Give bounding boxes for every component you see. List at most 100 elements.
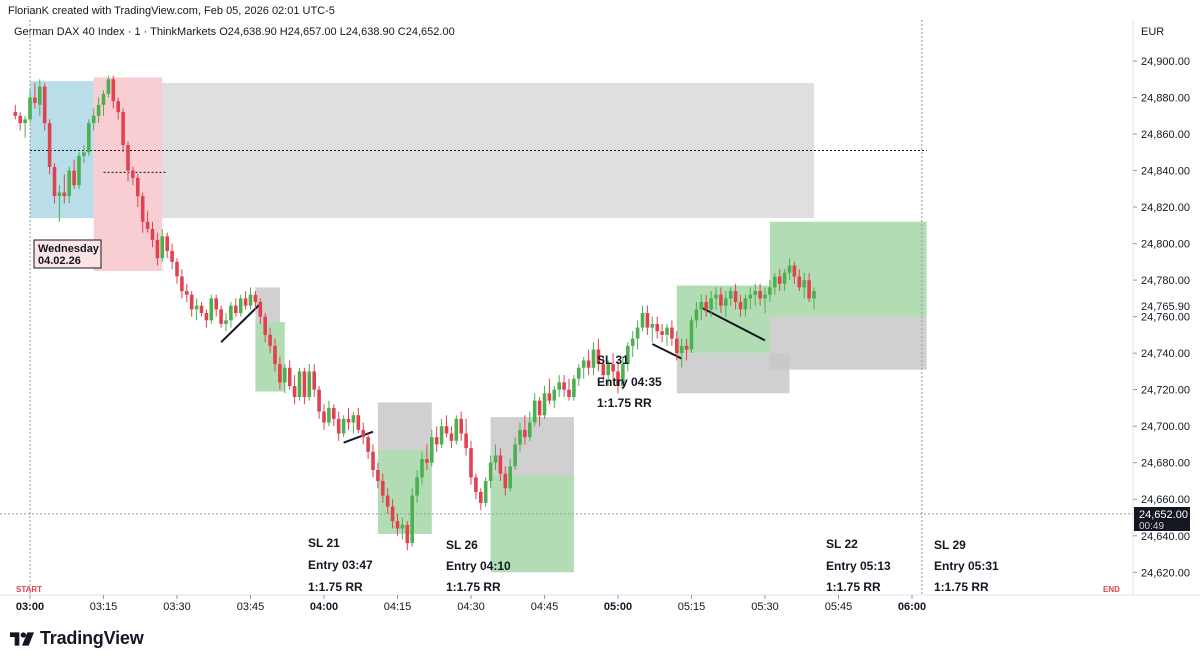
candle-body bbox=[797, 276, 802, 288]
bullish-candle bbox=[714, 287, 718, 310]
candle-body bbox=[405, 524, 410, 544]
bearish-candle bbox=[204, 309, 209, 328]
candle-body bbox=[616, 371, 620, 387]
bullish-candle bbox=[782, 269, 787, 292]
candle-body bbox=[400, 524, 405, 529]
trade-annotation-2: SL 26 Entry 04:10 1:1.75 RR bbox=[446, 538, 511, 594]
bullish-candle bbox=[248, 287, 253, 310]
bullish-candle bbox=[743, 294, 748, 317]
bearish-candle bbox=[13, 104, 18, 120]
bullish-candle bbox=[351, 411, 356, 434]
bullish-candle bbox=[787, 258, 792, 281]
bullish-candle bbox=[591, 342, 596, 376]
bullish-candle bbox=[28, 90, 32, 124]
bullish-candle bbox=[768, 280, 772, 303]
bullish-candle bbox=[38, 79, 42, 116]
candle-body bbox=[28, 97, 32, 120]
time-tick-label: 05:00 bbox=[604, 601, 632, 613]
candle-body bbox=[709, 298, 713, 310]
bullish-candle bbox=[763, 287, 767, 313]
bullish-candle bbox=[542, 386, 547, 419]
trade-stop-label: SL 29 bbox=[934, 538, 966, 552]
symbol-legend[interactable]: German DAX 40 Index · 1 · ThinkMarkets O… bbox=[14, 26, 455, 38]
candle-body bbox=[415, 477, 419, 496]
candle-body bbox=[689, 320, 694, 350]
bearish-candle bbox=[145, 210, 150, 233]
price-tick-label: 24,800.00 bbox=[1141, 239, 1190, 251]
candle-body bbox=[547, 393, 552, 401]
tradingview-brand-name: TradingView bbox=[40, 628, 144, 648]
bearish-candle bbox=[366, 433, 370, 460]
bearish-candle bbox=[185, 283, 189, 303]
time-axis[interactable]: 03:00 03:15 03:30 03:45 04:00 04:15 04:30 04:45… bbox=[16, 595, 926, 613]
trade-rr-label: 1:1.75 RR bbox=[597, 396, 652, 410]
bearish-candle bbox=[219, 305, 223, 328]
bearish-candle bbox=[596, 338, 601, 372]
candle-body bbox=[699, 302, 704, 310]
candle-body bbox=[483, 480, 488, 503]
trade-rr-label: 1:1.75 RR bbox=[308, 580, 363, 594]
candle-body bbox=[675, 338, 679, 354]
price-axis[interactable]: 24,900.00 24,880.00 24,860.00 24,840.00 24,8… bbox=[1133, 56, 1190, 579]
candlestick-series bbox=[13, 75, 816, 551]
bearish-candle bbox=[317, 386, 321, 419]
bearish-candle bbox=[474, 473, 478, 500]
price-tick-label: 24,680.00 bbox=[1141, 458, 1190, 470]
bullish-candle bbox=[238, 294, 243, 317]
candle-body bbox=[684, 345, 689, 350]
candle-body bbox=[297, 371, 302, 397]
bearish-candle bbox=[469, 440, 473, 485]
time-tick-label: 05:30 bbox=[751, 601, 779, 613]
bullish-candle bbox=[77, 152, 81, 189]
candle-body bbox=[606, 364, 610, 376]
bearish-candle bbox=[175, 258, 179, 284]
candle-body bbox=[140, 196, 145, 222]
bearish-candle bbox=[547, 378, 552, 405]
tradingview-branding[interactable]: TradingView bbox=[10, 628, 144, 649]
candle-body bbox=[287, 367, 292, 387]
price-tick-label: 24,700.00 bbox=[1141, 421, 1190, 433]
candle-body bbox=[439, 426, 444, 445]
candle-body bbox=[214, 298, 218, 310]
profit-zone-rect bbox=[490, 475, 574, 573]
chart-lines bbox=[0, 20, 1133, 595]
candle-body bbox=[650, 323, 655, 328]
price-tick-label: 24,740.00 bbox=[1141, 348, 1190, 360]
candle-body bbox=[278, 364, 282, 383]
candle-body bbox=[577, 367, 581, 379]
trade-rr-label: 1:1.75 RR bbox=[446, 580, 501, 594]
candle-body bbox=[209, 298, 214, 321]
bullish-candle bbox=[699, 294, 704, 321]
bearish-candle bbox=[33, 82, 37, 109]
bearish-candle bbox=[738, 294, 743, 317]
bearish-candle bbox=[292, 375, 297, 405]
candle-body bbox=[302, 371, 307, 397]
candle-body bbox=[567, 389, 571, 397]
candle-body bbox=[322, 411, 326, 423]
bearish-candle bbox=[361, 422, 365, 445]
candle-body bbox=[586, 360, 591, 368]
bearish-candle bbox=[655, 316, 659, 339]
candle-body bbox=[724, 298, 728, 306]
candle-body bbox=[768, 287, 772, 295]
candle-body bbox=[479, 491, 483, 503]
candle-body bbox=[670, 327, 674, 339]
bullish-candle bbox=[572, 375, 576, 401]
bullish-candle bbox=[724, 291, 728, 317]
candle-body bbox=[719, 294, 723, 306]
candle-body bbox=[72, 170, 76, 186]
price-axis-currency[interactable]: EUR bbox=[1141, 26, 1165, 38]
time-tick-label: 03:15 bbox=[90, 601, 118, 613]
bearish-candle bbox=[336, 411, 341, 441]
candle-body bbox=[449, 433, 454, 441]
bearish-candle bbox=[180, 269, 184, 299]
candle-body bbox=[91, 115, 96, 124]
candle-body bbox=[459, 418, 463, 434]
bullish-candle bbox=[82, 144, 86, 164]
bullish-candle bbox=[439, 418, 444, 449]
candle-body bbox=[361, 429, 365, 438]
price-tick-label: 24,880.00 bbox=[1141, 93, 1190, 105]
bullish-candle bbox=[106, 75, 111, 98]
candle-body bbox=[802, 280, 806, 288]
